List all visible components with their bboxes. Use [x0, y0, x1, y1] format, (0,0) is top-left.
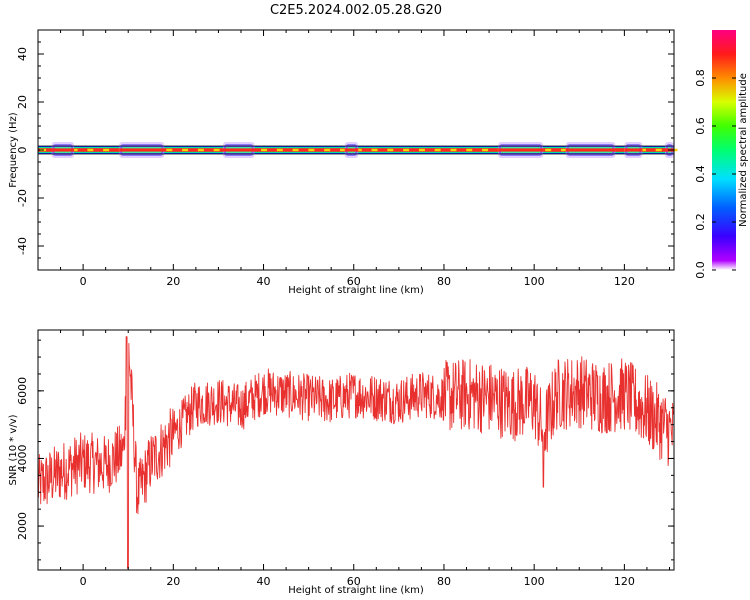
spectrogram-x-axis-label: Height of straight line (km) [288, 285, 424, 296]
snr-x-axis-label: Height of straight line (km) [288, 585, 424, 596]
spectrogram-y-tick-label: 20 [16, 95, 29, 109]
spectrogram-y-tick-label: -40 [16, 237, 29, 255]
signal-band-highlight [197, 148, 204, 152]
snr-x-tick-label: 80 [437, 575, 451, 588]
chart-title: C2E5.2024.002.05.28.G20 [270, 3, 442, 18]
spectrogram-x-tick-label: 60 [347, 275, 361, 288]
spectrogram-panel: 0 20 40 60 80 100 120 -40 -20 0 20 40 Height of st… [8, 29, 678, 296]
signal-band-highlight [482, 148, 489, 152]
signal-band-highlight [450, 148, 457, 152]
snr-y-ticks: 2000 4000 6000 [16, 339, 674, 561]
colorbar-tick-label: 0.6 [694, 117, 707, 135]
signal-band-highlight [276, 148, 283, 152]
snr-series [37, 336, 675, 569]
spectrogram-x-tick-label: 0 [80, 275, 87, 288]
signal-band-highlight [639, 148, 646, 152]
signal-band-highlight [166, 148, 173, 152]
signal-band-highlight [103, 148, 110, 152]
snr-x-tick-label: 20 [166, 575, 180, 588]
signal-band-highlight [545, 148, 552, 152]
colorbar-tick-label: 0.4 [694, 165, 707, 183]
signal-band-highlight [418, 148, 425, 152]
signal-band-highlight [434, 148, 441, 152]
colorbar-gradient [712, 30, 736, 270]
sidelobe-core-red [51, 148, 75, 152]
colorbar: 0.0 0.2 0.4 0.6 0.8 Normalized spectral ampl… [694, 30, 749, 279]
snr-x-tick-label: 40 [257, 575, 271, 588]
spectrogram-x-tick-label: 20 [166, 275, 180, 288]
spectrogram-y-tick-label: 40 [16, 47, 29, 61]
signal-band-highlight [182, 148, 189, 152]
signal-band-highlight [324, 148, 331, 152]
sidelobe-core-red [344, 148, 359, 152]
spectrogram-heatmap [38, 142, 678, 158]
signal-band-highlight [213, 148, 220, 152]
sidelobe-core-red [565, 148, 616, 152]
snr-y-axis-label: SNR (10 * v/v) [8, 414, 19, 485]
sidelobe-core-red [498, 148, 544, 152]
snr-y-tick-label: 6000 [16, 377, 29, 405]
snr-y-tick-label: 4000 [16, 444, 29, 472]
snr-panel: 0 20 40 60 80 100 120 2000 4000 6000 Height of s… [8, 329, 675, 596]
signal-band-highlight [292, 148, 299, 152]
snr-x-tick-label: 120 [614, 575, 635, 588]
sidelobe-core-red [119, 148, 165, 152]
sidelobe-core-red [624, 148, 643, 152]
spectrogram-y-tick-label: -20 [16, 189, 29, 207]
spectrogram-x-tick-label: 80 [437, 275, 451, 288]
signal-band-highlight [655, 148, 662, 152]
spectrogram-y-tick-label: 0 [16, 147, 29, 154]
colorbar-tick-label: 0.8 [694, 69, 707, 87]
signal-band-highlight [339, 148, 346, 152]
signal-band-highlight [560, 148, 567, 152]
signal-band-highlight [466, 148, 473, 152]
snr-frame [37, 329, 675, 571]
signal-band-highlight [403, 148, 410, 152]
signal-band-highlight [87, 148, 94, 152]
colorbar-tick-label: 0.0 [694, 261, 707, 279]
signal-band-highlight [71, 148, 78, 152]
snr-series-line [37, 336, 675, 569]
spectrogram-x-tick-label: 100 [524, 275, 545, 288]
colorbar-tick-label: 0.2 [694, 213, 707, 231]
sidelobe-core-red [222, 148, 255, 152]
signal-band-highlight [371, 148, 378, 152]
snr-x-tick-label: 100 [524, 575, 545, 588]
snr-x-ticks: 0 20 40 60 80 100 120 [37, 330, 670, 588]
spectrogram-y-axis-label: Frequency (Hz) [8, 112, 19, 188]
snr-x-tick-label: 0 [80, 575, 87, 588]
signal-band-highlight [387, 148, 394, 152]
spectrogram-x-tick-label: 120 [614, 275, 635, 288]
signal-band-highlight [308, 148, 315, 152]
snr-y-tick-label: 2000 [16, 512, 29, 540]
signal-band-highlight [261, 148, 268, 152]
spectrogram-x-ticks: 0 20 40 60 80 100 120 [37, 30, 670, 288]
spectrogram-x-tick-label: 40 [257, 275, 271, 288]
signal-band-highlight [355, 148, 362, 152]
colorbar-ticks: 0.0 0.2 0.4 0.6 0.8 [694, 69, 736, 279]
colorbar-label: Normalized spectral amplitude [738, 73, 749, 227]
spectrogram-y-ticks: -40 -20 0 20 40 [16, 29, 674, 271]
snr-x-tick-label: 60 [347, 575, 361, 588]
